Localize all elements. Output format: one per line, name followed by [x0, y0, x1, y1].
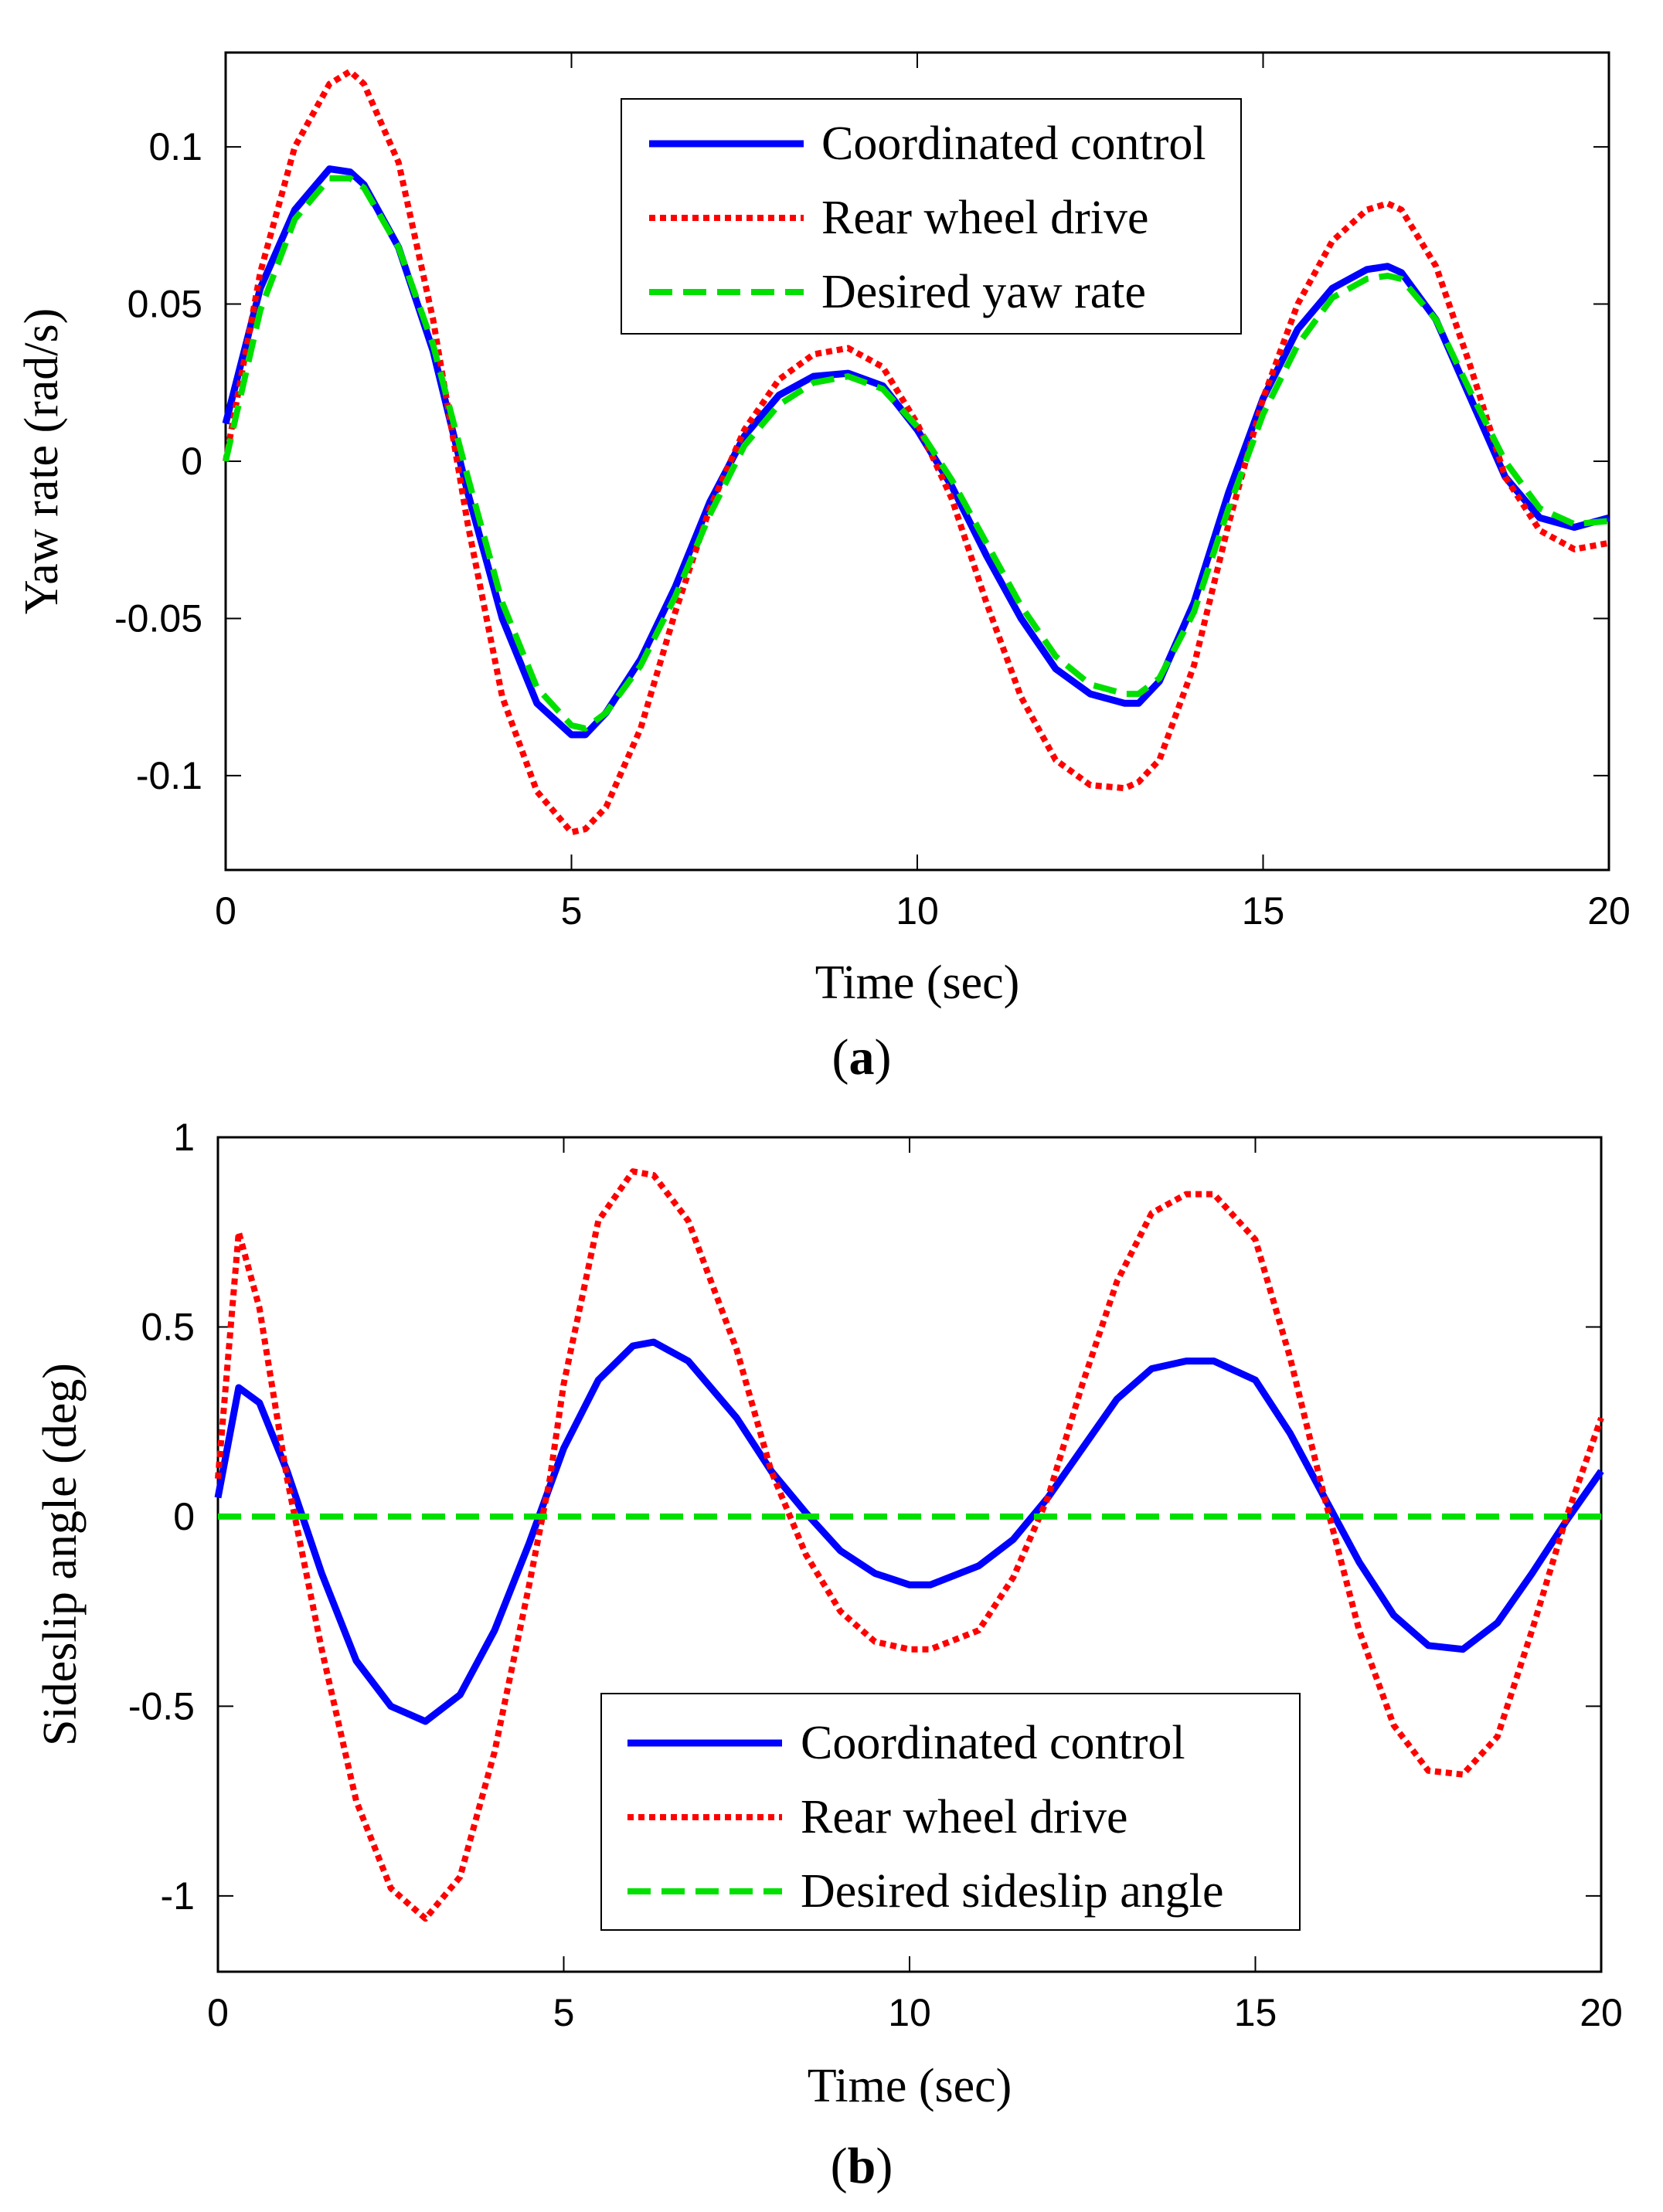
y-tick-label: 0.5	[141, 1305, 195, 1348]
x-tick-label: 5	[561, 889, 583, 933]
series-line-desired-yaw-rate	[223, 175, 1610, 732]
x-tick-label: 15	[1242, 889, 1285, 933]
y-tick-label: 0.1	[148, 125, 202, 168]
x-tick-label: 0	[215, 889, 236, 933]
legend: Coordinated control Rear wheel drive Des…	[621, 98, 1242, 335]
axis-ticks	[225, 53, 1610, 870]
panel-caption-a: (a)	[832, 1029, 892, 1086]
y-tick-label: -0.05	[114, 596, 202, 640]
x-axis-title: Time (sec)	[815, 956, 1020, 1009]
chart-panel-b: 0 5 10 15 20 -1 -0.5 0 0.5 1 Time (sec) Sideslip …	[34, 1116, 1623, 2194]
legend-label-desired-sideslip-angle: Desired sideslip angle	[801, 1865, 1224, 1918]
tick-labels: 0 5 10 15 20 -1 -0.5 0 0.5 1	[128, 1116, 1623, 2034]
series-line-rear-wheel-drive	[215, 1168, 1604, 1922]
x-tick-label: 5	[553, 1991, 575, 2034]
y-tick-label: 0	[173, 1495, 195, 1538]
legend-label-desired-yaw-rate: Desired yaw rate	[821, 266, 1146, 318]
x-tick-label: 10	[888, 1991, 931, 2034]
legend: Coordinated control Rear wheel drive Des…	[600, 1693, 1301, 1931]
legend-label-coordinated-control: Coordinated control	[801, 1717, 1185, 1769]
y-tick-label: 1	[173, 1116, 195, 1159]
y-tick-label: -0.1	[136, 754, 202, 797]
y-tick-label: 0	[181, 440, 202, 483]
x-tick-label: 10	[896, 889, 939, 933]
y-axis-title: Sideslip angle (deg)	[34, 1363, 87, 1746]
series-lines	[214, 1168, 1604, 1922]
series-lines	[222, 68, 1610, 836]
panel-letter-b: b	[848, 2138, 876, 2194]
legend-label-coordinated-control: Coordinated control	[821, 117, 1206, 170]
legend-label-rear-wheel-drive: Rear wheel drive	[821, 192, 1148, 244]
x-tick-label: 20	[1587, 889, 1631, 933]
y-tick-label: -1	[161, 1874, 195, 1918]
legend-label-rear-wheel-drive: Rear wheel drive	[801, 1791, 1127, 1843]
x-axis-title: Time (sec)	[808, 2060, 1012, 2112]
y-axis-title: Yaw rate (rad/s)	[15, 308, 68, 615]
y-tick-label: 0.05	[128, 283, 202, 326]
y-tick-label: -0.5	[128, 1684, 195, 1728]
chart-panel-a: 0 5 10 15 20 -0.1 -0.05 0 0.05 0.1 Time (sec) Yaw…	[15, 51, 1631, 1086]
panel-caption-b: (b)	[831, 2138, 893, 2194]
x-tick-label: 20	[1580, 1991, 1623, 2034]
series-line-rear-wheel-drive	[223, 68, 1610, 836]
series-line-coordinated-control	[214, 1338, 1604, 1725]
tick-labels: 0 5 10 15 20 -0.1 -0.05 0 0.05 0.1	[114, 125, 1631, 933]
x-tick-label: 0	[207, 1991, 229, 2034]
panel-letter-a: a	[849, 1029, 875, 1086]
x-tick-label: 15	[1234, 1991, 1277, 2034]
